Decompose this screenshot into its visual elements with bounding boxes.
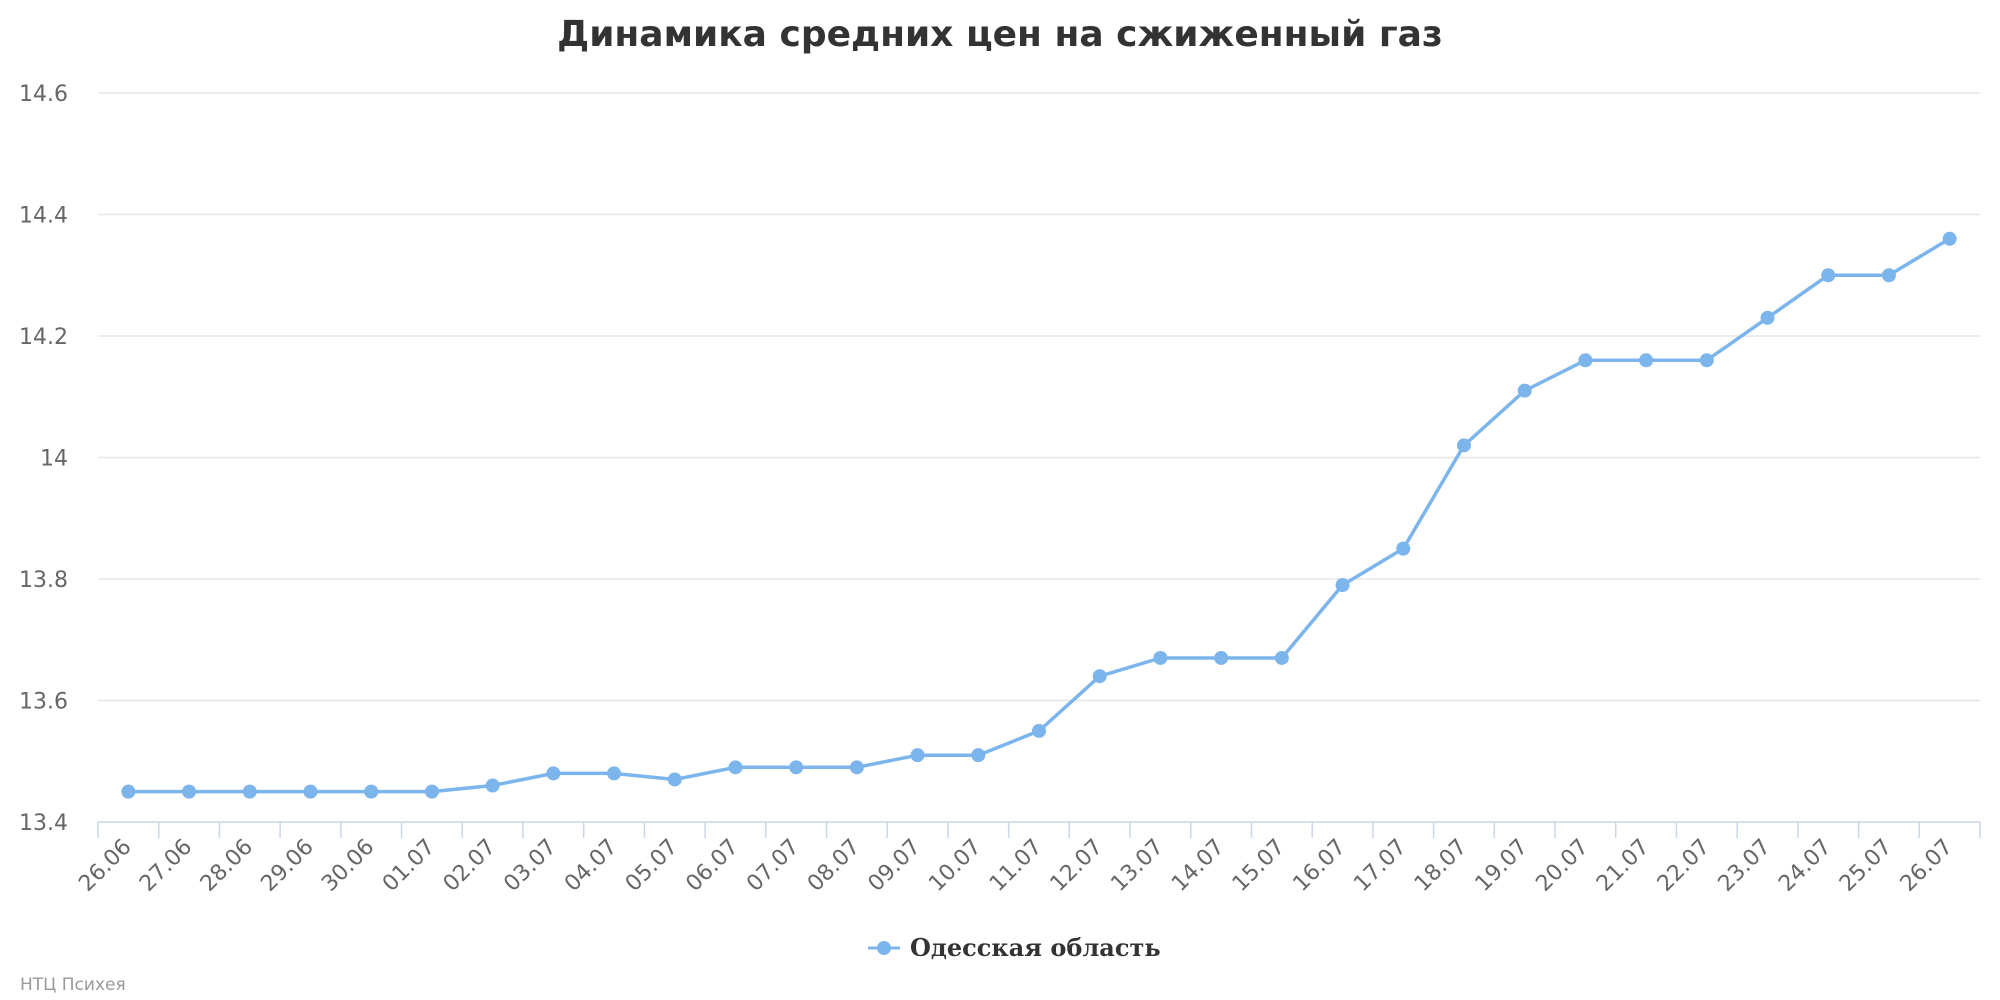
data-point[interactable] [485, 778, 500, 793]
data-point[interactable] [242, 784, 257, 799]
x-tick-label: 01.07 [378, 835, 440, 897]
x-tick-label: 08.07 [803, 835, 865, 897]
y-tick-label: 14 [40, 447, 68, 472]
data-point[interactable] [1456, 438, 1471, 453]
data-point[interactable] [1517, 383, 1532, 398]
data-point[interactable] [364, 784, 379, 799]
x-tick-label: 26.06 [74, 835, 136, 897]
data-point[interactable] [1092, 669, 1107, 684]
x-tick-label: 27.06 [135, 835, 197, 897]
legend-label[interactable]: Одесская область [910, 933, 1161, 962]
data-point[interactable] [1821, 268, 1836, 283]
data-point[interactable] [121, 784, 136, 799]
chart-title: Динамика средних цен на сжиженный газ [557, 14, 1443, 55]
series-line [128, 237, 1951, 794]
x-tick-label: 12.07 [1046, 835, 1108, 897]
y-axis: 13.4 13.6 13.8 14 14.2 14.4 14.6 [19, 82, 68, 836]
x-tick-label: 15.07 [1228, 835, 1290, 897]
x-tick-label: 19.07 [1471, 835, 1533, 897]
data-point[interactable] [728, 760, 743, 775]
legend[interactable]: Одесская область [868, 933, 1161, 962]
y-tick-label: 14.2 [19, 325, 68, 350]
x-tick-label: 14.07 [1167, 835, 1229, 897]
x-tick-label: 11.07 [985, 835, 1047, 897]
x-tick-label: 06.07 [681, 835, 743, 897]
data-point[interactable] [1699, 353, 1714, 368]
x-tick-label: 20.07 [1531, 835, 1593, 897]
x-tick-label: 23.07 [1714, 835, 1776, 897]
x-tick-label: 30.06 [317, 835, 379, 897]
data-point[interactable] [789, 760, 804, 775]
data-point[interactable] [1578, 353, 1593, 368]
data-point[interactable] [1760, 310, 1775, 325]
x-axis: 26.0627.0628.0629.0630.0601.0702.0703.07… [74, 821, 1981, 897]
x-tick-label: 21.07 [1592, 835, 1654, 897]
data-point[interactable] [910, 748, 925, 763]
data-point[interactable] [667, 772, 682, 787]
x-tick-label: 04.07 [560, 835, 622, 897]
data-point[interactable] [849, 760, 864, 775]
data-point[interactable] [607, 766, 622, 781]
data-point[interactable] [1639, 353, 1654, 368]
credits-label[interactable]: НТЦ Психея [20, 975, 126, 995]
x-tick-label: 29.06 [257, 835, 319, 897]
data-point[interactable] [546, 766, 561, 781]
x-tick-label: 05.07 [621, 835, 683, 897]
x-tick-label: 22.07 [1653, 835, 1715, 897]
data-point[interactable] [1153, 650, 1168, 665]
data-point[interactable] [1942, 231, 1957, 246]
x-tick-label: 02.07 [439, 835, 501, 897]
grid-lines [98, 92, 1980, 702]
y-tick-label: 13.6 [19, 690, 68, 715]
x-tick-label: 16.07 [1289, 835, 1351, 897]
x-tick-label: 13.07 [1106, 835, 1168, 897]
x-tick-label: 17.07 [1349, 835, 1411, 897]
series-group [121, 231, 1957, 799]
x-tick-label: 18.07 [1410, 835, 1472, 897]
data-point[interactable] [1214, 650, 1229, 665]
x-tick-label: 25.07 [1835, 835, 1897, 897]
data-point[interactable] [182, 784, 197, 799]
x-tick-label: 24.07 [1774, 835, 1836, 897]
data-point[interactable] [1032, 723, 1046, 738]
data-point[interactable] [971, 748, 986, 763]
x-tick-label: 09.07 [864, 835, 926, 897]
x-tick-label: 28.06 [196, 835, 258, 897]
y-tick-label: 14.4 [19, 204, 68, 229]
data-point[interactable] [1335, 578, 1350, 593]
data-point[interactable] [1881, 268, 1896, 283]
x-tick-label: 07.07 [742, 835, 804, 897]
y-tick-label: 13.4 [19, 811, 68, 836]
legend-marker [877, 941, 891, 955]
data-point[interactable] [303, 784, 318, 799]
y-tick-label: 14.6 [19, 82, 68, 107]
x-tick-label: 03.07 [499, 835, 561, 897]
x-tick-label: 26.07 [1896, 835, 1958, 897]
data-point[interactable] [1274, 650, 1289, 665]
data-point[interactable] [424, 784, 439, 799]
data-point[interactable] [1396, 541, 1411, 556]
x-tick-label: 10.07 [924, 835, 986, 897]
y-tick-label: 13.8 [19, 568, 68, 593]
